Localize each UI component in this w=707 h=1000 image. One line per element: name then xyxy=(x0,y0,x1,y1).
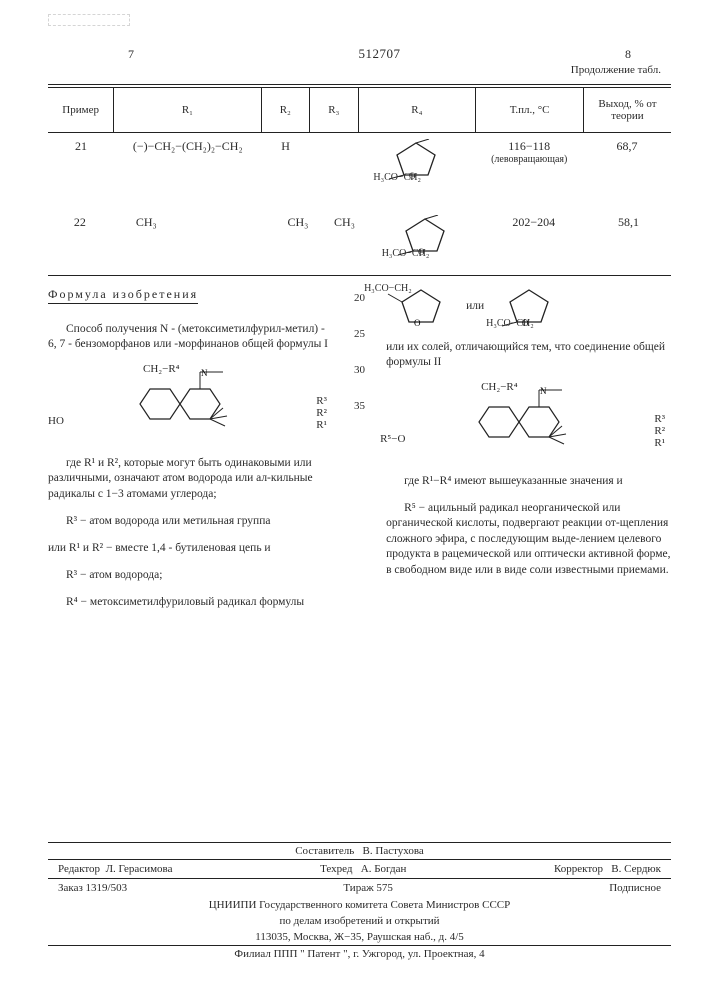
th-tmp: Т.пл., °С xyxy=(476,88,584,132)
th-r2: R₂ xyxy=(262,88,311,132)
claim-para: или их солей, отличающийся тем, что соед… xyxy=(386,340,671,371)
header-artifact xyxy=(48,14,130,26)
furan-label: H₃CO−CH₂ xyxy=(486,317,534,331)
structure-formula-1: N CH₂−R⁴ R³ R² R¹ HO xyxy=(48,364,333,444)
table-top-rule xyxy=(48,84,671,85)
or-text: или xyxy=(466,299,484,315)
th-r4: R₄ xyxy=(359,88,477,132)
furan-label: H₃CO−CH₂ xyxy=(373,172,421,183)
editor-name: Л. Герасимова xyxy=(106,863,173,875)
struct-r1: R¹ xyxy=(316,418,327,433)
furan-label: H₃CO−CH₂ xyxy=(382,248,430,259)
line-mark: 35 xyxy=(354,400,365,412)
corr-name: В. Сердюк xyxy=(611,863,661,875)
th-example: Пример xyxy=(48,88,114,132)
corrector: Корректор В. Сердюк xyxy=(554,863,661,875)
table-continuation: Продолжение табл. xyxy=(48,64,661,76)
struct-r1: R¹ xyxy=(654,436,665,451)
cell-tmp: 116−118 (левовращающая) xyxy=(475,137,583,167)
claims-heading: Формула изобретения xyxy=(48,286,198,304)
line-mark: 30 xyxy=(354,364,365,376)
address-1: 113035, Москва, Ж−35, Раушская наб., д. … xyxy=(48,929,671,945)
order-number: Заказ 1319/503 xyxy=(58,882,127,894)
cell-r4: O H₃CO−CH₂ xyxy=(368,213,482,263)
tmp-note: (левовращающая) xyxy=(479,154,579,165)
claim-para: Способ получения N - (метоксиметилфурил-… xyxy=(48,322,333,353)
furan-icon: O H₃CO−CH₂ xyxy=(390,215,460,257)
claim-para: R³ − атом водорода; xyxy=(48,568,333,584)
struct-r4: CH₂−R⁴ xyxy=(481,380,518,395)
tirage: Тираж 575 xyxy=(343,882,393,894)
cell-r3 xyxy=(310,137,358,141)
org-line-1: ЦНИИПИ Государственного комитета Совета … xyxy=(48,897,671,913)
cell-yield: 68,7 xyxy=(583,137,671,156)
cell-r1: CH₃ xyxy=(112,213,275,232)
th-r1: R₁ xyxy=(114,88,261,132)
table-row: 22 CH₃ CH₃ CH₃ O H₃CO−CH₂ 202−204 58,1 xyxy=(48,209,671,267)
corr-label: Корректор xyxy=(554,863,603,875)
page-left: 7 xyxy=(128,47,134,62)
cell-r1: (−)−CH₂−(CH₂)₂−CH₂ xyxy=(114,137,262,156)
cell-r2: CH₃ xyxy=(275,213,322,232)
structure-formula-2: N CH₂−R⁴ R³ R² R¹ R⁵−O xyxy=(386,382,671,462)
tmp-value: 116−118 xyxy=(479,139,579,154)
svg-text:N: N xyxy=(201,368,208,378)
furan-icon: O H₃CO−CH₂ xyxy=(494,286,564,328)
th-r3: R₃ xyxy=(310,88,359,132)
cell-r3: CH₃ xyxy=(321,213,368,232)
struct-oh: HO xyxy=(48,414,64,429)
svg-text:O: O xyxy=(414,318,421,328)
svg-text:N: N xyxy=(540,386,547,396)
compiler-label: Составитель xyxy=(295,845,354,857)
cell-yield: 58,1 xyxy=(586,213,671,232)
struct-r5o: R⁵−O xyxy=(380,432,405,447)
cell-r4: O H₃CO−CH₂ xyxy=(357,137,475,187)
cell-num: 21 xyxy=(48,137,114,156)
patent-number: 512707 xyxy=(359,46,401,62)
line-number-gutter: 20 25 30 35 xyxy=(351,286,368,622)
cell-tmp: 202−204 xyxy=(482,213,586,232)
editor: Редактор Л. Герасимова xyxy=(58,863,172,875)
org-line-2: по делам изобретений и открытий xyxy=(48,913,671,929)
claim-para: R³ − атом водорода или метильная группа xyxy=(48,514,333,530)
tech-label: Техред xyxy=(320,863,352,875)
claim-para: где R¹ и R², которые могут быть одинаков… xyxy=(48,456,333,503)
cell-num: 22 xyxy=(48,213,112,232)
tech-name: А. Богдан xyxy=(361,863,407,875)
th-yield: Выход, % от теории xyxy=(584,88,671,132)
claim-para: R⁴ − метоксиметилфуриловый радикал форму… xyxy=(48,595,333,611)
table-bottom-rule xyxy=(48,275,671,276)
claim-para: где R¹−R⁴ имеют вышеуказанные значения и xyxy=(386,474,671,490)
colophon: Составитель В. Пастухова Редактор Л. Гер… xyxy=(48,842,671,962)
furan-label: H₃CO−CH₂ xyxy=(364,282,412,330)
furan-alternatives: O H₃CO−CH₂ или O H₃CO−CH₂ xyxy=(386,286,671,328)
techred: Техред А. Богдан xyxy=(320,863,406,875)
claim-para: или R¹ и R² − вместе 1,4 - бутиленовая ц… xyxy=(48,541,333,557)
editor-label: Редактор xyxy=(58,863,100,875)
address-2: Филиал ППП " Патент ", г. Ужгород, ул. П… xyxy=(48,945,671,962)
struct-r4: CH₂−R⁴ xyxy=(143,362,180,377)
claims-right-column: O H₃CO−CH₂ или O H₃CO−CH₂ или их солей, … xyxy=(386,286,671,622)
compiler-name: В. Пастухова xyxy=(363,845,424,857)
cell-r2: H xyxy=(262,137,310,156)
table-header: Пример R₁ R₂ R₃ R₄ Т.пл., °С Выход, % от… xyxy=(48,87,671,133)
claim-para: R⁵ − ацильный радикал неорганической или… xyxy=(386,501,671,579)
subscription: Подписное xyxy=(609,882,661,894)
furan-icon: O H₃CO−CH₂ xyxy=(381,139,451,181)
page-number-row: 7 512707 8 xyxy=(48,46,671,62)
furan-icon: O H₃CO−CH₂ xyxy=(386,286,456,328)
claims-left-column: Формула изобретения Способ получения N -… xyxy=(48,286,333,622)
table-row: 21 (−)−CH₂−(CH₂)₂−CH₂ H O H₃CO−CH₂ 116−1… xyxy=(48,133,671,191)
claims-section: Формула изобретения Способ получения N -… xyxy=(48,286,671,622)
page-right: 8 xyxy=(625,47,631,62)
